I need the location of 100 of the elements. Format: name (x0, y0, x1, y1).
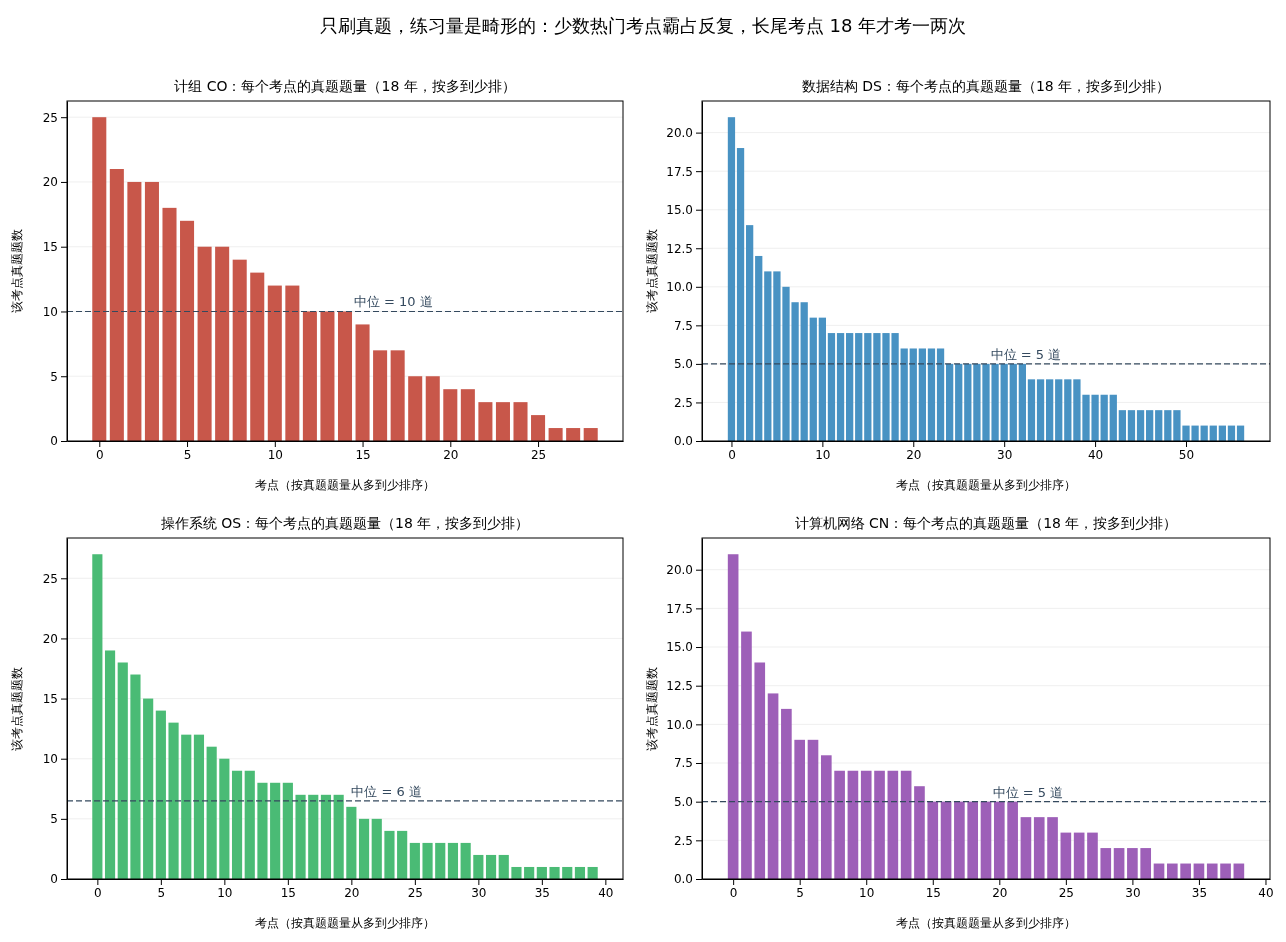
bar (257, 782, 268, 879)
y-tick-label: 20 (42, 631, 58, 646)
bar (144, 181, 159, 441)
bar (754, 662, 766, 879)
y-tick-label: 5.0 (673, 795, 693, 810)
bar (794, 739, 806, 879)
y-tick-label: 15.0 (666, 640, 693, 655)
y-tick-label: 25 (42, 571, 58, 586)
x-axis-title: 考点（按真题题量从多到少排序） (896, 478, 1076, 492)
x-tick-label: 20 (906, 447, 922, 462)
bar (513, 402, 528, 441)
x-tick-label: 5 (157, 885, 166, 900)
bar (900, 770, 912, 879)
y-tick-label: 0 (50, 434, 58, 449)
x-tick-label: 10 (267, 447, 283, 462)
bar (117, 662, 128, 879)
bar (741, 631, 752, 879)
bar (800, 302, 808, 441)
y-tick-label: 10 (42, 304, 58, 319)
y-tick-label: 0 (50, 872, 58, 887)
y-tick-label: 7.5 (673, 756, 693, 771)
x-tick-label: 30 (997, 447, 1013, 462)
bar (1109, 394, 1117, 441)
bar (834, 770, 845, 879)
y-tick-label: 10.0 (666, 717, 693, 732)
y-tick-label: 12.5 (666, 241, 693, 256)
bar (1055, 379, 1063, 441)
bar (767, 693, 779, 879)
bar (955, 363, 963, 441)
x-axis-title: 考点（按真题题量从多到少排序） (255, 478, 435, 492)
bar (373, 350, 388, 441)
bar (1020, 817, 1032, 879)
x-axis-title: 考点（按真题题量从多到少排序） (896, 916, 1076, 930)
bar (250, 272, 265, 441)
bar (180, 220, 195, 441)
x-axis-title: 考点（按真题题量从多到少排序） (255, 916, 435, 930)
x-tick-label: 20 (992, 885, 1008, 900)
bar (746, 225, 754, 441)
bar (936, 348, 945, 441)
bar (846, 333, 854, 441)
bar (566, 428, 581, 441)
bar (914, 786, 925, 879)
bar (864, 333, 872, 441)
x-tick-label: 10 (815, 447, 831, 462)
y-axis-title: 该考点真题题数 (10, 666, 24, 751)
bar (727, 554, 739, 879)
bar (860, 770, 872, 879)
bar (473, 854, 484, 879)
x-tick-label: 40 (1258, 885, 1274, 900)
bar (900, 348, 908, 441)
bar (1060, 832, 1072, 879)
bar (181, 734, 192, 879)
bar (320, 794, 332, 879)
ref-line-label: 中位 = 10 道 (353, 294, 433, 310)
bar (478, 402, 493, 441)
x-tick-label: 10 (859, 885, 875, 900)
bar (422, 842, 433, 879)
bar (781, 708, 792, 879)
x-tick-label: 20 (443, 447, 459, 462)
x-tick-label: 50 (1178, 447, 1195, 462)
bar (1009, 363, 1017, 441)
bar (495, 402, 510, 441)
bar (954, 801, 965, 879)
bar (1113, 848, 1125, 879)
y-tick-label: 17.5 (666, 601, 693, 616)
y-axis-title: 该考点真题题数 (10, 229, 24, 313)
bar (1118, 410, 1126, 441)
y-tick-label: 0.0 (673, 872, 693, 887)
bar (1087, 832, 1098, 879)
bar (206, 746, 217, 879)
y-tick-label: 10.0 (666, 280, 693, 295)
x-tick-label: 35 (1191, 885, 1208, 900)
bar (736, 148, 745, 441)
bar (197, 246, 212, 441)
bar (562, 866, 573, 879)
bar (727, 117, 736, 441)
bar (855, 333, 863, 441)
x-tick-label: 30 (471, 885, 487, 900)
bar (1146, 410, 1154, 441)
y-tick-label: 25 (42, 110, 58, 125)
bar (409, 842, 420, 879)
y-tick-label: 7.5 (673, 318, 693, 333)
bar (408, 376, 423, 441)
bar (308, 794, 319, 879)
bar (511, 866, 522, 879)
x-tick-label: 5 (183, 447, 192, 462)
bar (168, 722, 179, 879)
bar (320, 311, 335, 441)
bar (1007, 801, 1018, 879)
bar (232, 259, 247, 441)
bar (940, 801, 952, 879)
x-tick-label: 15 (925, 885, 941, 900)
bar (967, 801, 979, 879)
bar (764, 271, 772, 441)
text: 只刷真题，练习量是畸形的：少数热门考点霸占反复，长尾考点 18 年才考一两次 (319, 15, 967, 36)
bar (809, 317, 817, 441)
x-tick-label: 0 (729, 885, 738, 900)
bar (460, 842, 471, 879)
bar (1136, 410, 1145, 441)
bar (549, 866, 560, 879)
